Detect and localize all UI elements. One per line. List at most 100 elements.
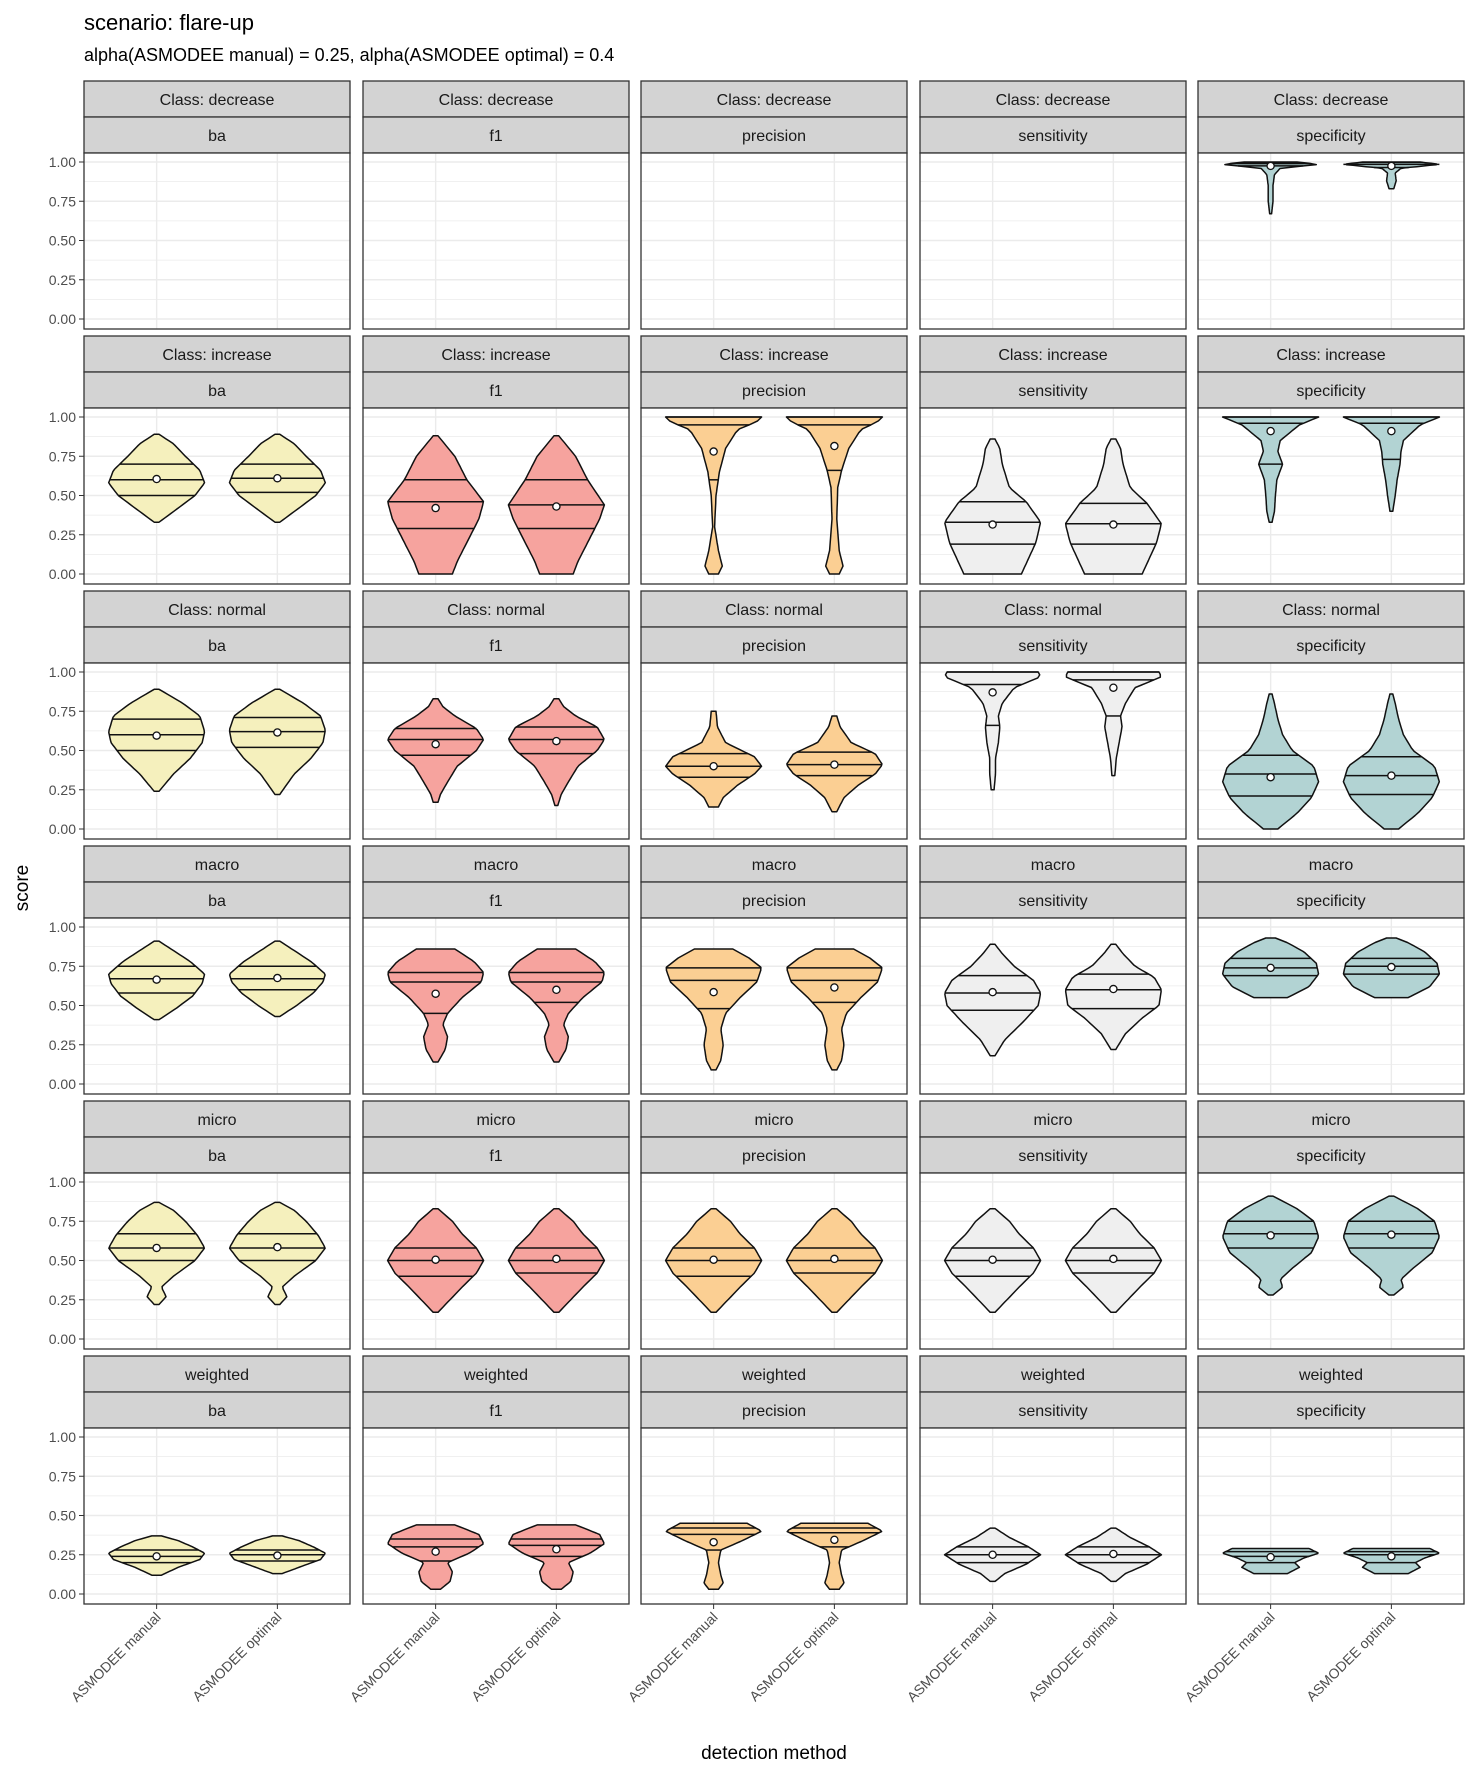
facet-col-label: f1 xyxy=(489,1403,502,1420)
violin xyxy=(507,435,606,575)
facet-strip-col xyxy=(1197,1391,1465,1429)
panel-border xyxy=(362,407,630,585)
facet-strip-row xyxy=(83,590,351,628)
violin xyxy=(1222,1195,1319,1296)
facet-col-label: ba xyxy=(208,893,226,910)
facet-strip-col xyxy=(640,1136,908,1174)
y-tick-label: 1.00 xyxy=(49,1429,76,1445)
facet-row-label: Class: increase xyxy=(998,347,1107,364)
facet-panel: weighted ba xyxy=(83,1355,351,1605)
violin xyxy=(1222,1547,1319,1575)
violin xyxy=(1221,693,1320,830)
mean-point xyxy=(1109,1254,1118,1264)
violin xyxy=(1064,1207,1163,1314)
mean-point xyxy=(273,473,282,483)
facet-row-label: Class: decrease xyxy=(160,92,275,109)
facet-strip-row xyxy=(83,335,351,373)
facet-strip-col xyxy=(919,371,1187,409)
x-tick-label: ASMODEE optimal xyxy=(468,1609,563,1704)
panel-border xyxy=(640,1172,908,1350)
panel-border xyxy=(83,152,351,330)
facet-strip-col xyxy=(1197,881,1465,919)
facet-panel: macro specificity xyxy=(1197,845,1465,1095)
violin xyxy=(108,1535,206,1576)
mean-point xyxy=(431,503,440,513)
facet-row-label: Class: normal xyxy=(168,602,266,619)
x-tick-label: ASMODEE manual xyxy=(347,1609,443,1705)
violin-body xyxy=(944,438,1042,575)
violin xyxy=(786,1522,883,1591)
facet-row-label: macro xyxy=(1309,857,1354,874)
facet-col-label: sensitivity xyxy=(1018,893,1087,910)
violin xyxy=(944,671,1041,791)
facet-panel: Class: normal f1 xyxy=(362,590,630,840)
facet-panel: Class: increase ba xyxy=(83,335,351,585)
facet-strip-col xyxy=(919,116,1187,154)
x-tick-label: ASMODEE optimal xyxy=(746,1609,841,1704)
violin-body xyxy=(944,943,1042,1057)
panel-border xyxy=(640,407,908,585)
x-tick-label: ASMODEE optimal xyxy=(1303,1609,1398,1704)
mean-point xyxy=(988,1550,997,1560)
y-tick-label: 1.00 xyxy=(49,919,76,935)
mean-point xyxy=(552,502,561,511)
y-tick-label: 0.75 xyxy=(49,448,76,464)
facet-row-label: weighted xyxy=(1298,1367,1363,1384)
violin xyxy=(786,948,883,1071)
facet-panel: Class: normal precision xyxy=(640,590,908,840)
panel-border xyxy=(919,1427,1187,1605)
facet-col-label: f1 xyxy=(489,383,502,400)
facet-strip-col xyxy=(83,1136,351,1174)
facet-col-label: f1 xyxy=(489,638,502,655)
y-tick-label: 1.00 xyxy=(49,664,76,680)
panel-border xyxy=(640,917,908,1095)
panel-border xyxy=(919,407,1187,585)
violin-body xyxy=(1064,438,1162,575)
facet-col-label: f1 xyxy=(489,128,502,145)
facet-panel: micro f1 xyxy=(362,1100,630,1350)
mean-point xyxy=(552,736,561,746)
facet-col-label: ba xyxy=(208,1403,226,1420)
facet-strip-col xyxy=(83,881,351,919)
facet-panel: Class: decrease sensitivity xyxy=(919,80,1187,330)
violin xyxy=(1343,1195,1440,1296)
facet-strip-row xyxy=(1197,590,1465,628)
facet-row-label: weighted xyxy=(741,1367,806,1384)
facet-panel: Class: normal ba xyxy=(83,590,351,840)
facet-strip-col xyxy=(640,371,908,409)
facet-strip-col xyxy=(362,1391,630,1429)
facet-strip-row xyxy=(1197,845,1465,883)
facet-strip-row xyxy=(1197,335,1465,373)
facet-row-label: micro xyxy=(1311,1112,1350,1129)
facet-row-label: Class: normal xyxy=(1282,602,1380,619)
facet-panel: macro sensitivity xyxy=(919,845,1187,1095)
panel-border xyxy=(1197,152,1465,330)
violin xyxy=(785,416,884,575)
mean-point xyxy=(552,1254,561,1264)
mean-point xyxy=(1266,1231,1275,1240)
y-axis-title: score xyxy=(12,865,33,911)
mean-point xyxy=(273,973,282,983)
facet-col-label: sensitivity xyxy=(1018,128,1087,145)
violin xyxy=(664,1207,763,1314)
facet-row-label: Class: increase xyxy=(441,347,550,364)
mean-point xyxy=(988,688,997,697)
facet-panel: Class: normal specificity xyxy=(1197,590,1465,840)
mean-point xyxy=(1266,426,1275,436)
panel-border xyxy=(362,1172,630,1350)
y-tick-label: 0.00 xyxy=(49,821,76,837)
mean-point xyxy=(1387,1230,1396,1239)
facet-row-label: macro xyxy=(1031,857,1076,874)
x-tick-label: ASMODEE manual xyxy=(1182,1609,1278,1705)
facet-strip-row xyxy=(83,1100,351,1138)
violin xyxy=(228,1201,326,1306)
facet-row-label: Class: decrease xyxy=(1274,92,1389,109)
facet-row-label: weighted xyxy=(1020,1367,1085,1384)
mean-point xyxy=(1266,963,1275,973)
facet-strip-col xyxy=(83,626,351,664)
violin-body xyxy=(508,697,605,807)
panel-border xyxy=(1197,1427,1465,1605)
facet-panel: Class: increase sensitivity xyxy=(919,335,1187,585)
facet-strip-row xyxy=(362,1355,630,1393)
facet-strip-col xyxy=(919,626,1187,664)
